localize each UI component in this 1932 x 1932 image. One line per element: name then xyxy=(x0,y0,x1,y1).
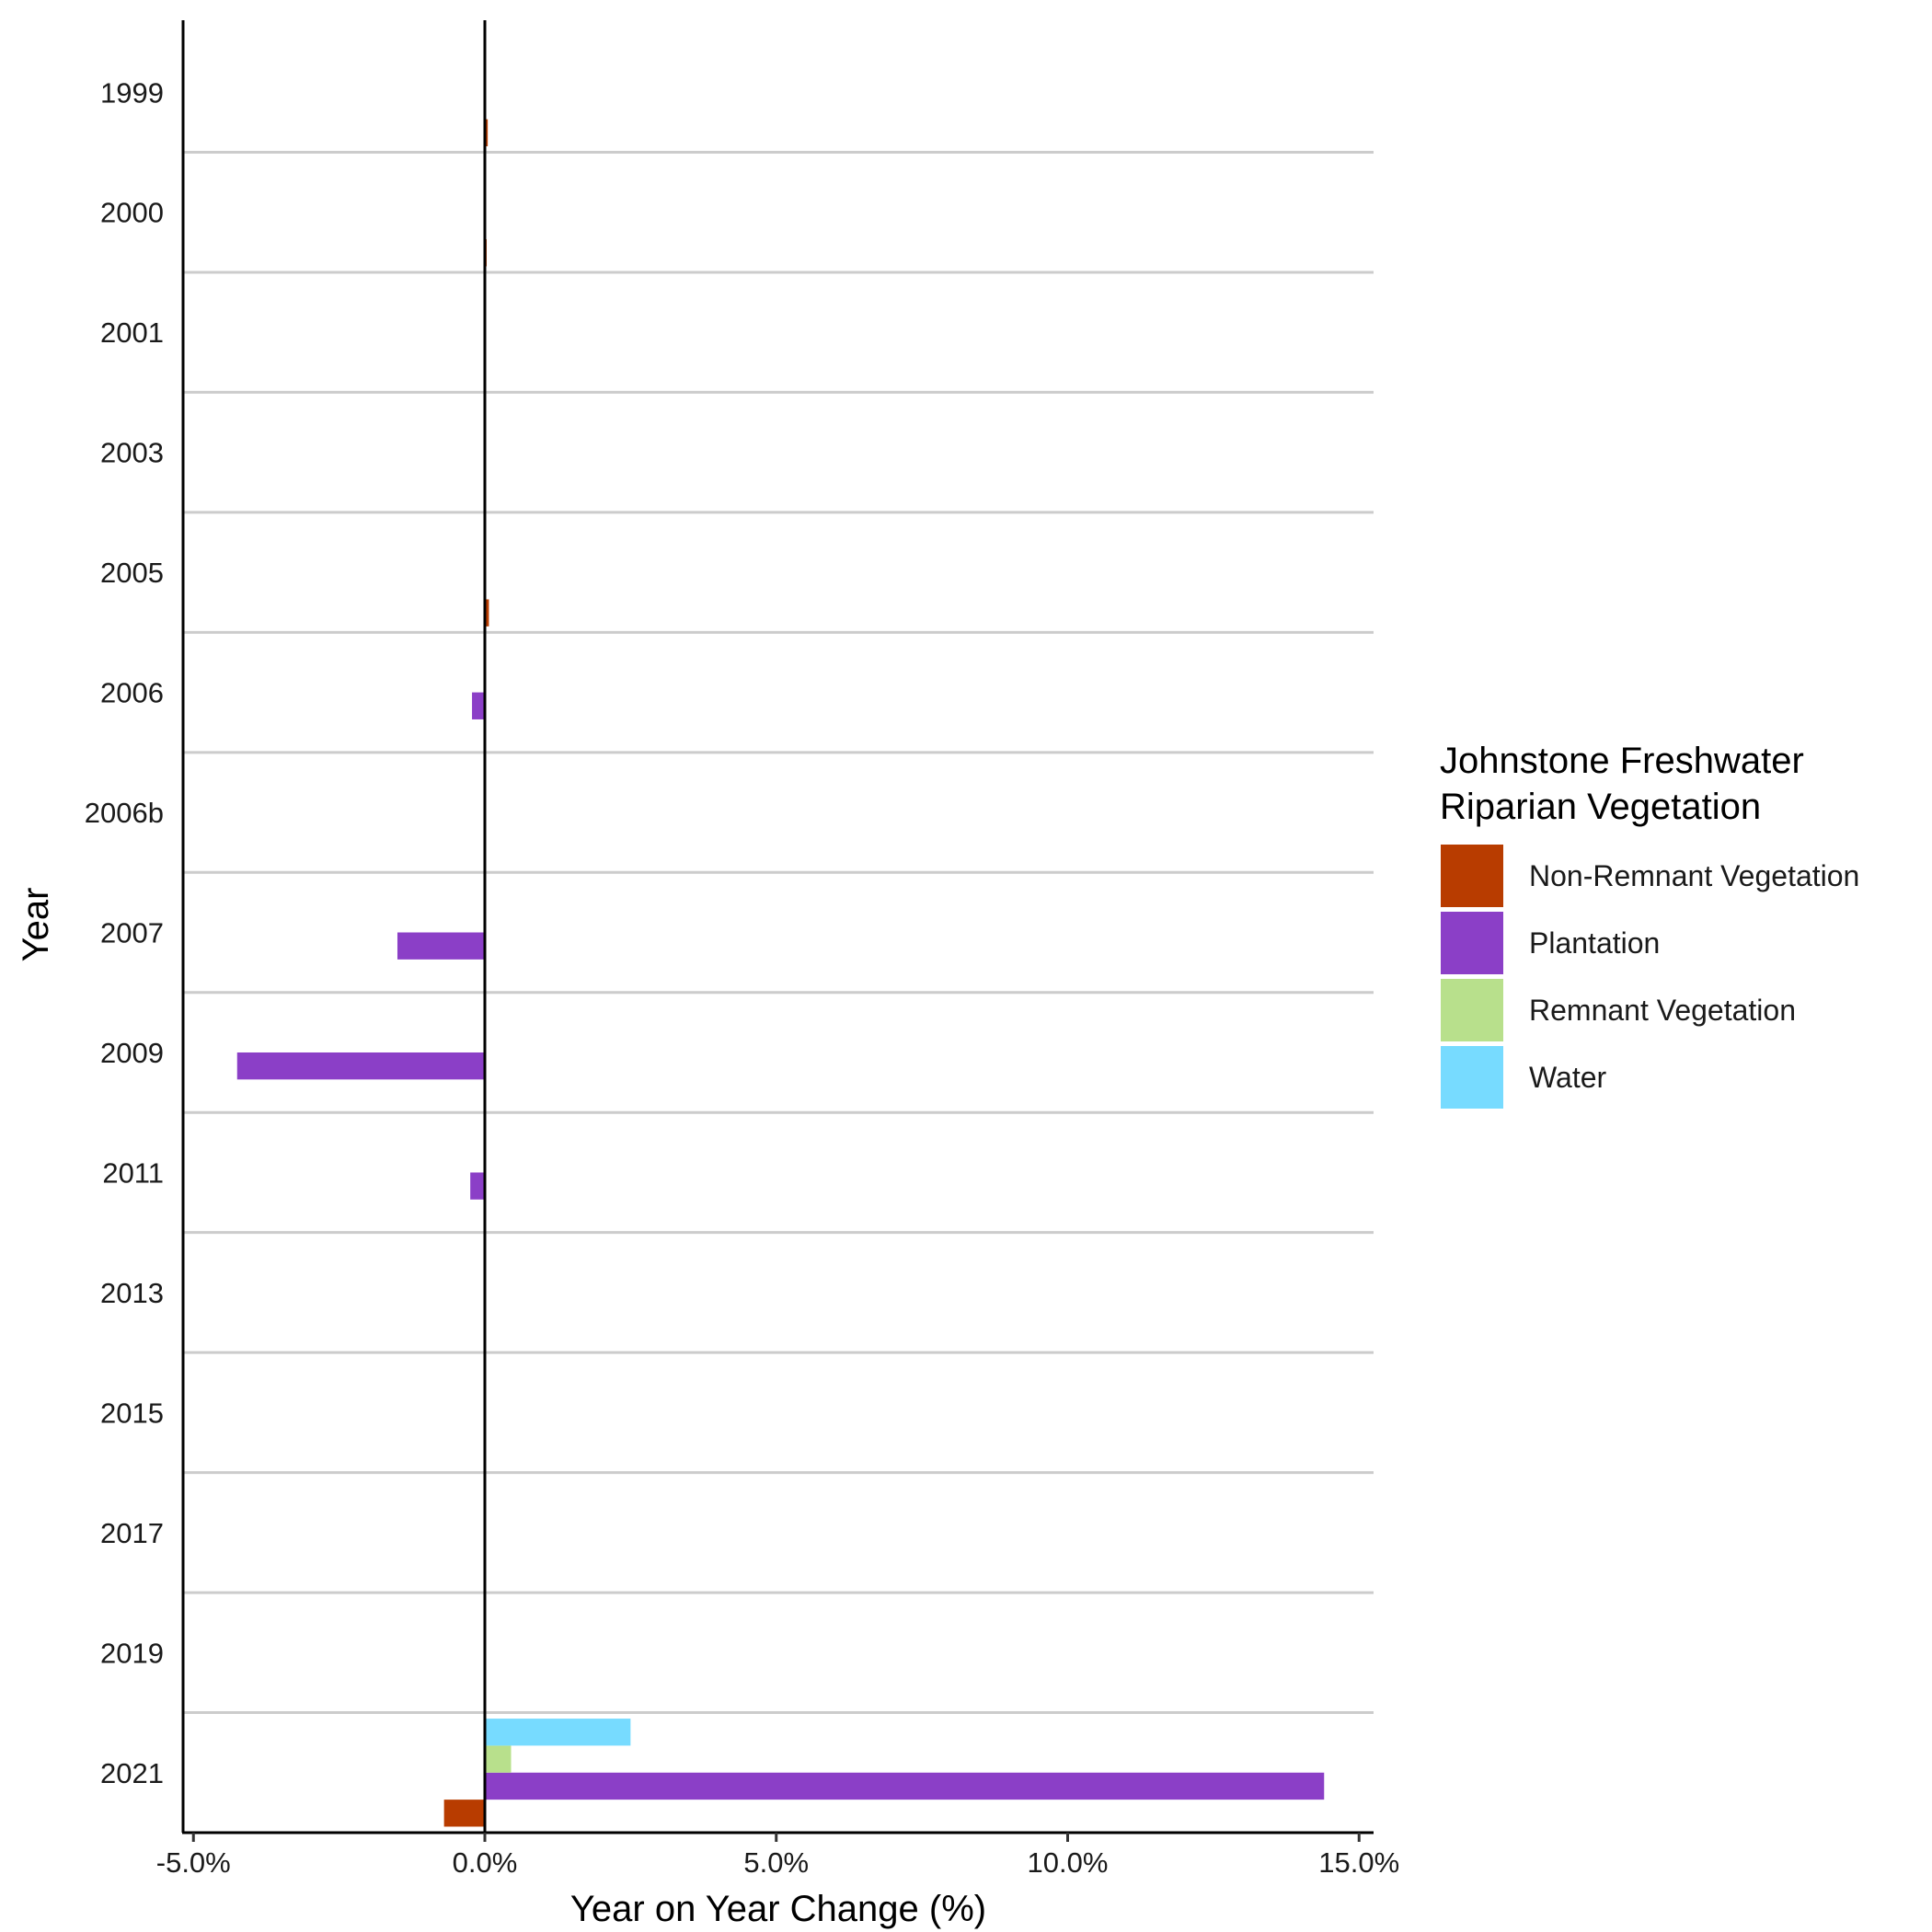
y-tick-label: 2007 xyxy=(100,917,164,949)
legend-items: Non-Remnant Vegetation Plantation Remnant … xyxy=(1439,843,1859,1110)
bar-non-remnant-vegetation-2021 xyxy=(443,1800,485,1827)
y-tick-label: 2006b xyxy=(85,797,164,829)
x-tick-label: 15.0% xyxy=(1318,1846,1399,1879)
y-tick-labels: 1999 2000 2001 2003 2005 2006 2006b 2007 2009 201… xyxy=(85,76,164,1788)
x-tick-labels: -5.0% 0.0% 5.0% 10.0% 15.0% xyxy=(156,1833,1399,1879)
grid-lines xyxy=(183,151,1374,1715)
y-tick-label: 2021 xyxy=(100,1757,164,1789)
y-tick-label: 2015 xyxy=(100,1397,164,1429)
bar-non-remnant-vegetation-1999 xyxy=(485,119,489,146)
legend: Johnstone Freshwater Riparian Vegetation… xyxy=(1439,741,1859,1110)
bars xyxy=(236,119,1325,1827)
y-tick-label: 2013 xyxy=(100,1277,164,1309)
bar-non-remnant-vegetation-2005 xyxy=(485,599,489,627)
legend-label: Plantation xyxy=(1529,926,1660,960)
y-tick-label: 2005 xyxy=(100,557,164,589)
bar-remnant-vegetation-2021 xyxy=(485,1745,512,1773)
bar-plantation-2021 xyxy=(485,1772,1325,1800)
y-tick-label: 2011 xyxy=(102,1156,164,1189)
y-tick-label: 2000 xyxy=(100,197,164,229)
legend-title-line-2: Riparian Vegetation xyxy=(1440,787,1761,827)
legend-key-water xyxy=(1439,1044,1505,1110)
x-tick-label: -5.0% xyxy=(156,1846,231,1879)
y-tick-label: 2006 xyxy=(100,677,164,709)
x-tick-label: 0.0% xyxy=(453,1846,518,1879)
y-tick-label: 2009 xyxy=(100,1037,164,1069)
x-tick-label: 10.0% xyxy=(1028,1846,1109,1879)
y-tick-label: 2001 xyxy=(100,316,164,349)
legend-key-plantation xyxy=(1439,910,1505,976)
bar-plantation-2006 xyxy=(472,692,485,719)
legend-key-non-remnant-vegetation xyxy=(1439,843,1505,909)
legend-label: Non-Remnant Vegetation xyxy=(1529,859,1859,892)
y-axis-title: Year xyxy=(16,888,56,962)
legend-label: Remnant Vegetation xyxy=(1529,994,1796,1027)
bar-plantation-2007 xyxy=(397,932,485,960)
x-axis-title: Year on Year Change (%) xyxy=(570,1889,986,1929)
legend-title-line-1: Johnstone Freshwater xyxy=(1440,741,1804,781)
y-tick-label: 2019 xyxy=(100,1637,164,1669)
y-tick-label: 1999 xyxy=(100,76,164,109)
legend-label: Water xyxy=(1529,1061,1607,1094)
legend-key-remnant-vegetation xyxy=(1439,977,1505,1043)
x-tick-label: 5.0% xyxy=(743,1846,809,1879)
bar-water-2021 xyxy=(485,1719,631,1746)
y-tick-label: 2003 xyxy=(100,437,164,469)
bar-plantation-2011 xyxy=(470,1172,485,1200)
y-tick-label: 2017 xyxy=(100,1517,164,1549)
bar-plantation-2009 xyxy=(236,1052,485,1080)
axes xyxy=(181,20,1374,1834)
